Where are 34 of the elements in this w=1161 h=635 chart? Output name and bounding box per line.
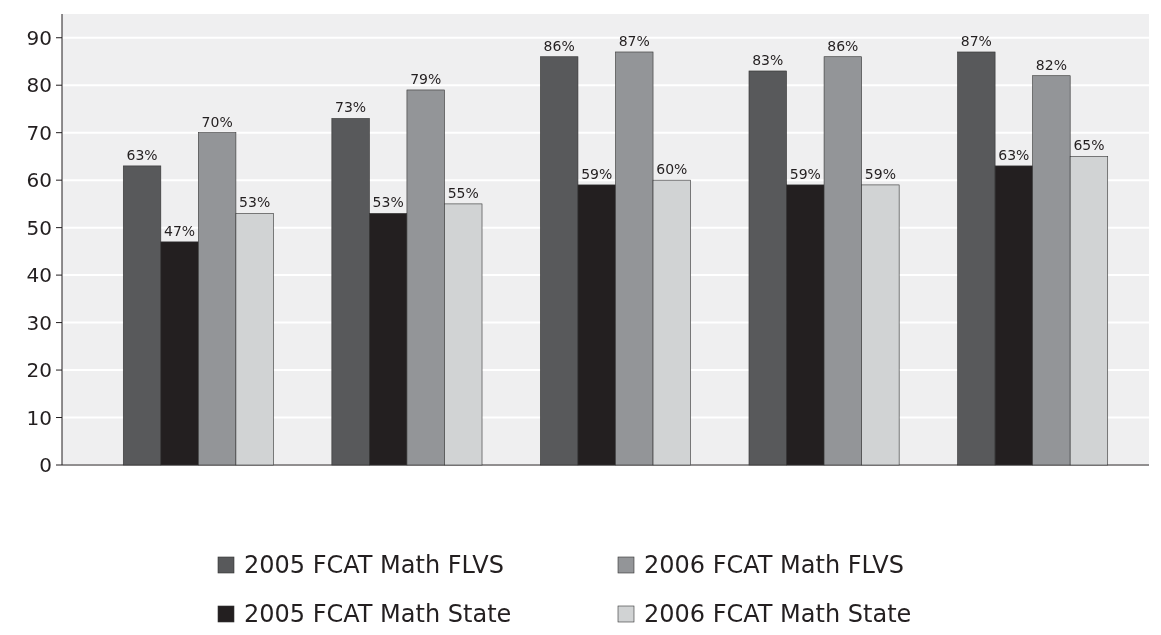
data-label: 70%	[201, 113, 233, 130]
y-tick-label: 40	[26, 263, 52, 288]
y-tick-label: 60	[26, 168, 52, 193]
y-tick-label: 20	[26, 358, 52, 383]
data-label: 73%	[335, 99, 367, 116]
data-label: 65%	[1073, 137, 1105, 154]
data-label: 86%	[543, 37, 575, 54]
data-label: 79%	[410, 70, 442, 87]
data-label: 55%	[447, 184, 479, 201]
data-label: 82%	[1035, 56, 1067, 73]
data-label: 83%	[752, 51, 784, 68]
data-label: 87%	[618, 32, 650, 49]
y-tick-label: 30	[26, 310, 52, 335]
data-label: 63%	[126, 146, 158, 163]
y-tick-label: 70	[26, 120, 52, 145]
data-label: 47%	[164, 222, 196, 239]
legend-label: 2006 FCAT Math FLVS	[644, 551, 904, 580]
y-tick-label: 50	[26, 215, 52, 240]
y-tick-label: 10	[26, 405, 52, 430]
data-label: 63%	[998, 146, 1030, 163]
legend-label: 2005 FCAT Math FLVS	[244, 551, 504, 580]
data-label: 53%	[372, 194, 404, 211]
data-label: 86%	[827, 37, 859, 54]
data-label: 87%	[960, 32, 992, 49]
data-label: 59%	[864, 165, 896, 182]
legend-label: 2005 FCAT Math State	[244, 600, 512, 629]
data-label: 60%	[656, 161, 688, 178]
y-tick-label: 90	[26, 25, 52, 50]
legend-label: 2006 FCAT Math State	[644, 600, 912, 629]
y-tick-label: 80	[26, 73, 52, 98]
data-label: 53%	[239, 194, 271, 211]
data-label: 59%	[581, 165, 613, 182]
y-tick-label: 0	[39, 453, 52, 477]
data-label: 59%	[789, 165, 821, 182]
